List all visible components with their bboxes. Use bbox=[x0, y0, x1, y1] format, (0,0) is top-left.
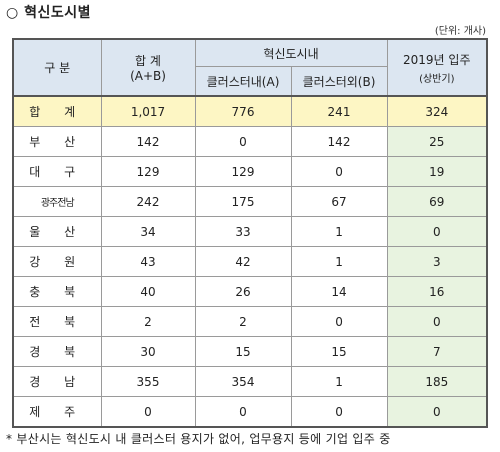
row-label: 울 산 bbox=[12, 216, 102, 247]
cell-inside: 129 bbox=[194, 156, 292, 187]
table-row: 대 구 129 129 0 19 bbox=[12, 156, 488, 187]
cell-total: 0 bbox=[100, 396, 196, 428]
cell-total: 30 bbox=[100, 336, 196, 367]
cell-total: 43 bbox=[100, 246, 196, 277]
header-outside-cluster: 클러스터외(B) bbox=[290, 66, 388, 97]
row-label: 합 계 bbox=[12, 95, 102, 127]
row-label: 제 주 bbox=[12, 396, 102, 428]
cell-total: 355 bbox=[100, 366, 196, 397]
table-row: 충 북 40 26 14 16 bbox=[12, 276, 488, 307]
cell-inside: 354 bbox=[194, 366, 292, 397]
cell-outside: 0 bbox=[290, 156, 388, 187]
row-label: 광주전남 bbox=[12, 186, 102, 217]
page-title: ○ 혁신도시별 bbox=[6, 5, 91, 21]
cell-inside: 0 bbox=[194, 126, 292, 157]
cell-2019: 7 bbox=[386, 336, 488, 367]
cell-outside: 0 bbox=[290, 306, 388, 337]
unit-note: (단위: 개사) bbox=[434, 26, 486, 37]
cell-total: 34 bbox=[100, 216, 196, 247]
row-label: 충 북 bbox=[12, 276, 102, 307]
table-row: 울 산 34 33 1 0 bbox=[12, 216, 488, 247]
cell-outside: 15 bbox=[290, 336, 388, 367]
table-row: 경 북 30 15 15 7 bbox=[12, 336, 488, 367]
cell-2019: 0 bbox=[386, 216, 488, 247]
cell-2019: 0 bbox=[386, 396, 488, 428]
header-inner-group: 혁신도시내 bbox=[194, 38, 388, 67]
cell-outside: 67 bbox=[290, 186, 388, 217]
header-2019: 2019년 입주 (상반기) bbox=[386, 38, 488, 97]
header-category: 구 분 bbox=[12, 38, 102, 97]
cell-outside: 1 bbox=[290, 366, 388, 397]
row-label: 강 원 bbox=[12, 246, 102, 277]
cell-inside: 42 bbox=[194, 246, 292, 277]
cell-total: 40 bbox=[100, 276, 196, 307]
cell-inside: 15 bbox=[194, 336, 292, 367]
cell-2019: 69 bbox=[386, 186, 488, 217]
header-total: 합 계 (A+B) bbox=[100, 38, 196, 97]
total-row: 합 계 1,017 776 241 324 bbox=[12, 95, 488, 127]
cell-2019: 16 bbox=[386, 276, 488, 307]
table-row: 경 남 355 354 1 185 bbox=[12, 366, 488, 397]
cell-2019: 324 bbox=[386, 95, 488, 127]
table-row: 강 원 43 42 1 3 bbox=[12, 246, 488, 277]
cell-inside: 0 bbox=[194, 396, 292, 428]
cell-outside: 1 bbox=[290, 216, 388, 247]
cell-inside: 776 bbox=[194, 95, 292, 127]
cell-2019: 3 bbox=[386, 246, 488, 277]
cell-total: 129 bbox=[100, 156, 196, 187]
header-inside-cluster: 클러스터내(A) bbox=[194, 66, 292, 97]
cell-outside: 142 bbox=[290, 126, 388, 157]
cell-outside: 0 bbox=[290, 396, 388, 428]
cell-outside: 241 bbox=[290, 95, 388, 127]
footnote: * 부산시는 혁신도시 내 클러스터 용지가 없어, 업무용지 등에 기업 입주… bbox=[6, 432, 391, 446]
cell-inside: 2 bbox=[194, 306, 292, 337]
row-label: 경 북 bbox=[12, 336, 102, 367]
cell-outside: 14 bbox=[290, 276, 388, 307]
row-label: 전 북 bbox=[12, 306, 102, 337]
cell-2019: 185 bbox=[386, 366, 488, 397]
cell-outside: 1 bbox=[290, 246, 388, 277]
cell-total: 1,017 bbox=[100, 95, 196, 127]
row-label: 경 남 bbox=[12, 366, 102, 397]
table-row: 광주전남 242 175 67 69 bbox=[12, 186, 488, 217]
table-row: 전 북 2 2 0 0 bbox=[12, 306, 488, 337]
cell-inside: 26 bbox=[194, 276, 292, 307]
cell-2019: 25 bbox=[386, 126, 488, 157]
cell-total: 142 bbox=[100, 126, 196, 157]
cell-2019: 19 bbox=[386, 156, 488, 187]
row-label: 대 구 bbox=[12, 156, 102, 187]
table-row: 부 산 142 0 142 25 bbox=[12, 126, 488, 157]
cell-2019: 0 bbox=[386, 306, 488, 337]
cell-inside: 175 bbox=[194, 186, 292, 217]
cell-total: 242 bbox=[100, 186, 196, 217]
row-label: 부 산 bbox=[12, 126, 102, 157]
table-row: 제 주 0 0 0 0 bbox=[12, 396, 488, 428]
cell-inside: 33 bbox=[194, 216, 292, 247]
innovation-city-table: 구 분 합 계 (A+B) 혁신도시내 2019년 입주 (상반기) 클러스터내(A… bbox=[12, 38, 489, 428]
cell-total: 2 bbox=[100, 306, 196, 337]
